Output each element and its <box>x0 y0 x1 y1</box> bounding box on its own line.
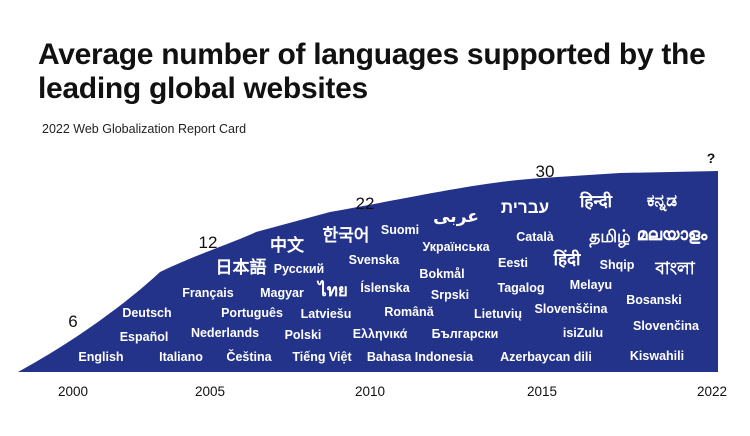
value-label-2: 22 <box>356 194 375 213</box>
language-label: עברית <box>501 198 549 217</box>
language-label: Nederlands <box>191 326 259 340</box>
language-label: Українська <box>422 240 490 254</box>
language-label: English <box>78 350 123 364</box>
language-label: Bokmål <box>419 267 464 281</box>
language-label: हिन्दी <box>579 191 613 211</box>
x-tick-label: 2005 <box>195 384 225 399</box>
language-label: Slovenščina <box>535 302 609 316</box>
language-label: 中文 <box>270 235 305 255</box>
language-label: മലയാളം <box>637 225 708 245</box>
language-label: Slovenčina <box>633 319 700 333</box>
language-label: 한국어 <box>323 226 370 245</box>
language-label: Azerbaycan dili <box>500 350 592 364</box>
language-label: हिंदी <box>553 249 581 269</box>
language-label: isiZulu <box>563 326 603 340</box>
language-label: Tiếng Việt <box>292 350 352 364</box>
language-label: Suomi <box>381 223 419 237</box>
language-label: Eesti <box>498 256 528 270</box>
language-label: Bosanski <box>626 293 682 307</box>
x-tick-label: 2015 <box>527 384 557 399</box>
language-label: Français <box>182 286 233 300</box>
language-label: Kiswahili <box>630 349 684 363</box>
language-label: Lietuvių <box>474 307 522 321</box>
language-label: ಕನ್ನಡ <box>647 191 677 212</box>
value-label-0: 6 <box>68 312 77 331</box>
language-label: ไทย <box>316 280 348 300</box>
language-label: Srpski <box>431 288 469 302</box>
language-label: Català <box>516 230 554 244</box>
language-label: Español <box>120 330 169 344</box>
language-label: Íslenska <box>360 280 410 295</box>
value-label-4: ? <box>707 150 716 166</box>
language-label: Shqip <box>600 258 635 272</box>
language-label: Bahasa Indonesia <box>367 350 474 364</box>
language-label: Română <box>384 305 434 319</box>
x-tick-label: 2010 <box>355 384 385 399</box>
language-label: Magyar <box>260 286 304 300</box>
language-label: Polski <box>285 328 322 342</box>
language-label: தமிழ் <box>589 227 631 247</box>
language-label: Deutsch <box>122 306 171 320</box>
language-label: Português <box>221 306 283 320</box>
language-label: Svenska <box>349 253 401 267</box>
language-label: Italiano <box>159 350 203 364</box>
x-tick-label: 2000 <box>58 384 88 399</box>
language-label: عربى <box>433 207 479 227</box>
area-fill <box>18 171 718 372</box>
language-label: Melayu <box>570 278 612 292</box>
language-label: Latviešu <box>301 307 352 321</box>
language-label: Tagalog <box>498 281 545 295</box>
chart-title: Average number of languages supported by… <box>38 38 706 105</box>
language-label: 日本語 <box>216 257 267 277</box>
value-label-3: 30 <box>536 162 555 181</box>
language-label: Ελληνικά <box>353 327 408 341</box>
chart-subtitle: 2022 Web Globalization Report Card <box>42 122 247 136</box>
language-label: Čeština <box>226 349 272 364</box>
value-label-1: 12 <box>199 233 218 252</box>
language-label: Русский <box>274 262 325 276</box>
language-label: বাংলা <box>654 259 695 278</box>
language-label: Български <box>432 327 499 341</box>
x-tick-label: 2022 <box>697 384 727 399</box>
